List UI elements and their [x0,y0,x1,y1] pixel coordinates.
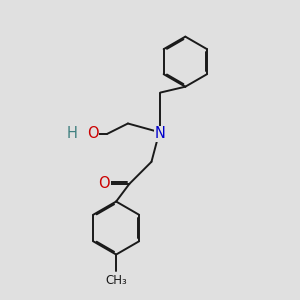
Text: O: O [87,126,98,141]
Text: O: O [98,176,110,191]
Text: N: N [155,126,166,141]
Text: CH₃: CH₃ [105,274,127,287]
Text: H: H [67,126,77,141]
